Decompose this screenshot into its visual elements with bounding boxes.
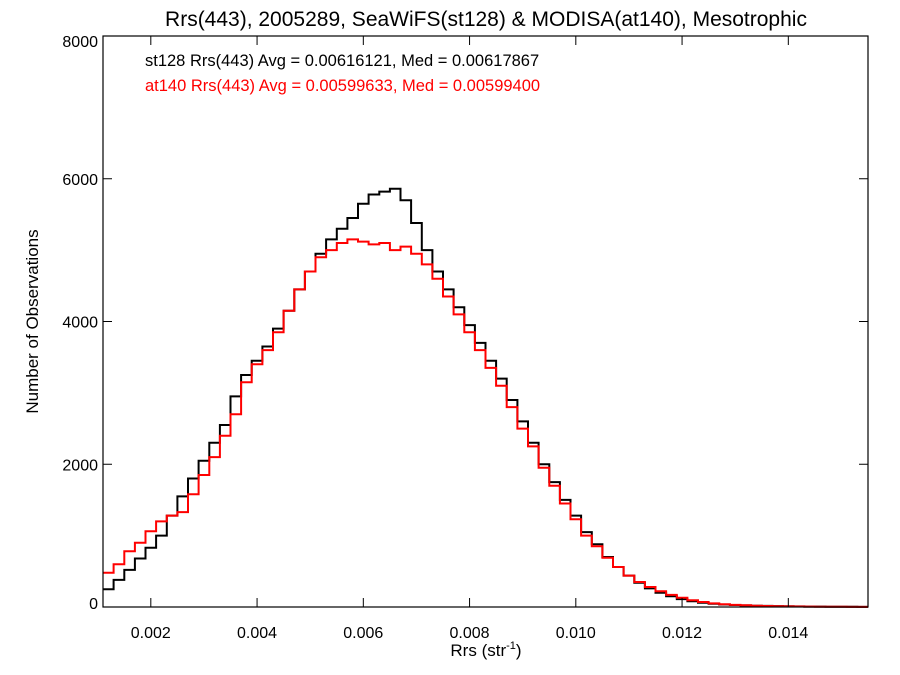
y-tick-label: 0 (89, 596, 98, 613)
x-tick-label: 0.006 (343, 625, 383, 642)
x-tick-label: 0.008 (450, 625, 490, 642)
x-tick-label: 0.004 (237, 625, 277, 642)
x-axis: 0.002 0.004 0.006 0.008 0.010 0.012 0.014 (131, 36, 808, 642)
y-axis: 0 2000 4000 6000 8000 (62, 34, 868, 613)
x-tick-label: 0.012 (662, 625, 702, 642)
series-st128-line (103, 187, 868, 608)
x-tick-label: 0.010 (556, 625, 596, 642)
annotation-st128: st128 Rrs(443) Avg = 0.00616121, Med = 0… (145, 52, 539, 70)
plot-frame (102, 35, 869, 608)
x-axis-label: Rrs (str-1) (450, 640, 521, 660)
x-tick-label: 0.014 (768, 625, 808, 642)
series-at140-line (103, 238, 868, 608)
y-tick-label: 4000 (62, 315, 98, 332)
y-tick-label: 2000 (62, 457, 98, 474)
x-axis-label-superscript: -1 (506, 640, 516, 652)
series-layer (103, 187, 868, 608)
y-tick-label: 8000 (62, 34, 98, 51)
x-tick-label: 0.002 (131, 625, 171, 642)
annotation-at140: at140 Rrs(443) Avg = 0.00599633, Med = 0… (145, 77, 540, 95)
x-axis-label-close: ) (516, 641, 522, 660)
x-axis-label-main: Rrs (str (450, 641, 506, 660)
y-tick-label: 6000 (62, 172, 98, 189)
chart-title: Rrs(443), 2005289, SeaWiFS(st128) & MODI… (165, 8, 807, 31)
y-axis-label: Number of Observations (23, 229, 42, 413)
